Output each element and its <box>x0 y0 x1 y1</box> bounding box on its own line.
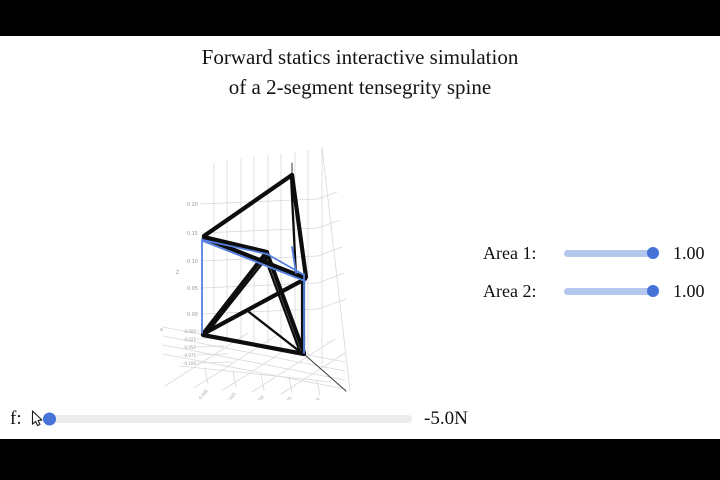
force-slider-label: f: <box>10 408 22 429</box>
svg-text:0.15: 0.15 <box>187 231 198 237</box>
area1-slider-handle[interactable] <box>647 247 659 259</box>
area2-slider-handle[interactable] <box>647 285 659 297</box>
svg-text:0.05: 0.05 <box>187 286 198 292</box>
letterbox-top <box>0 0 720 36</box>
letterbox-bottom <box>0 439 720 480</box>
svg-text:0.00: 0.00 <box>187 312 198 318</box>
svg-text:0.10: 0.10 <box>187 259 198 265</box>
mouse-cursor-icon <box>31 410 43 427</box>
force-slider-row: f: -5.0N <box>10 407 468 431</box>
svg-text:-0.050: -0.050 <box>183 345 196 350</box>
force-slider-value: -5.0N <box>424 408 468 429</box>
svg-text:-0.100: -0.100 <box>183 361 196 366</box>
area1-slider-value: 1.00 <box>673 242 705 263</box>
svg-text:0.000: 0.000 <box>198 388 209 400</box>
area2-slider-label: Area 2: <box>483 280 537 301</box>
area2-slider-fill <box>564 287 659 295</box>
svg-text:0.100: 0.100 <box>310 396 321 400</box>
area2-slider-value: 1.00 <box>673 280 705 301</box>
area2-slider[interactable] <box>564 285 659 297</box>
title-line-2: of a 2-segment tensegrity spine <box>228 75 492 99</box>
app-window: Forward statics interactive simulation o… <box>0 36 720 439</box>
svg-text:z: z <box>176 269 179 276</box>
area1-slider-label: Area 1: <box>483 242 537 263</box>
area2-slider-row: Area 2: 1.00 <box>483 280 720 302</box>
force-slider-handle[interactable] <box>43 412 56 426</box>
page-title: Forward statics interactive simulation o… <box>0 42 720 102</box>
area1-slider-row: Area 1: 1.00 <box>483 242 720 264</box>
svg-text:-0.075: -0.075 <box>183 353 196 358</box>
svg-text:-0.025: -0.025 <box>183 337 196 342</box>
area1-slider[interactable] <box>564 247 659 259</box>
force-slider[interactable] <box>43 412 412 426</box>
svg-text:x: x <box>160 327 163 333</box>
svg-text:0.025: 0.025 <box>226 391 237 400</box>
tensegrity-3d-plot[interactable]: 0.20 0.15 0.10 0.05 0.00 z x 0.000 -0.025 -0.050 -… <box>140 125 370 400</box>
area1-slider-fill <box>564 249 659 257</box>
svg-text:0.20: 0.20 <box>187 202 198 208</box>
title-line-1: Forward statics interactive simulation <box>201 45 519 69</box>
svg-text:0.000: 0.000 <box>185 329 197 334</box>
svg-text:0.075: 0.075 <box>282 395 293 400</box>
svg-text:0.050: 0.050 <box>254 394 265 400</box>
